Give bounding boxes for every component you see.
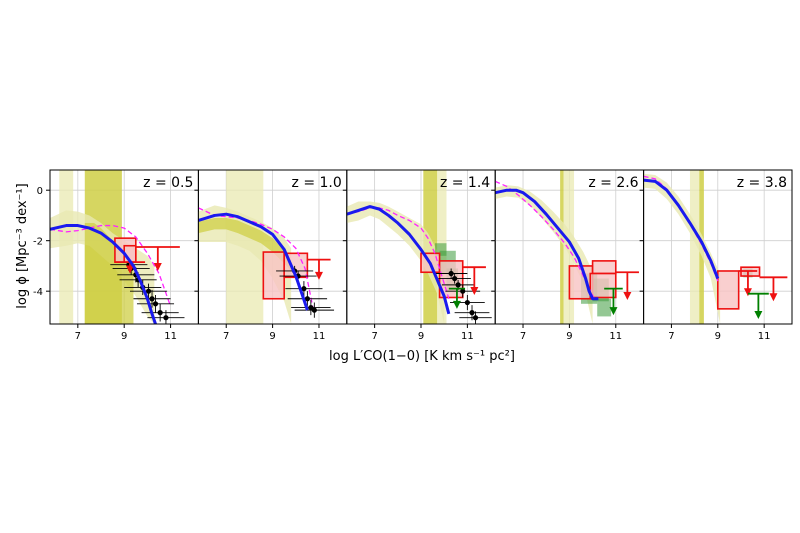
panel-4-plot <box>495 170 644 324</box>
data-point <box>464 299 470 306</box>
upper-limit-arrowhead <box>314 271 323 280</box>
data-point <box>460 288 466 294</box>
data-point <box>304 296 310 302</box>
green-constraint-region <box>434 243 447 256</box>
data-point <box>163 315 169 321</box>
data-point <box>149 296 155 302</box>
upper-limit-arrowhead <box>623 292 632 301</box>
model-line <box>643 178 720 280</box>
model-line <box>346 205 451 315</box>
x-tick-label: 9 <box>121 331 127 342</box>
upper-limit-arrowhead <box>754 310 763 319</box>
y-tick-label: 0 <box>37 186 43 197</box>
upper-limit-arrowhead <box>470 286 479 295</box>
upper-limit-arrowhead <box>609 307 618 316</box>
model-inner-band <box>198 217 292 271</box>
upper-limit-arrowhead <box>743 288 752 297</box>
model-uncertainty-band <box>346 201 445 324</box>
observational-box <box>716 270 740 310</box>
observational-box <box>591 260 617 275</box>
redshift-label: z = 1.0 <box>292 175 342 191</box>
data-point <box>311 307 317 313</box>
upper-limit-arrowhead <box>153 262 162 271</box>
x-tick-label: 7 <box>75 331 81 342</box>
data-point <box>469 310 475 316</box>
model-dashed-line <box>198 207 314 309</box>
data-point <box>452 275 458 282</box>
x-tick-label: 7 <box>668 331 674 342</box>
upper-limit-arrowhead <box>452 300 461 309</box>
x-tick-label: 11 <box>609 331 622 342</box>
upper-limit-arrowhead <box>125 265 134 274</box>
model-uncertainty-band <box>643 173 721 324</box>
x-tick-label: 7 <box>371 331 377 342</box>
model-line <box>198 212 309 311</box>
x-tick-label: 11 <box>313 331 326 342</box>
x-tick-label: 7 <box>223 331 229 342</box>
data-point <box>157 310 163 316</box>
x-axis-label: log L′CO(1−0) [K km s⁻¹ pc²] <box>329 349 515 364</box>
x-tick-label: 9 <box>715 331 721 342</box>
x-tick-label: 9 <box>566 331 572 342</box>
model-uncertainty-band <box>50 210 155 324</box>
data-point <box>145 288 152 294</box>
model-line <box>495 188 599 301</box>
x-tick-label: 9 <box>418 331 424 342</box>
model-dashed-line <box>346 207 450 299</box>
vertical-band <box>560 170 564 324</box>
upper-limit-arrowhead <box>769 293 778 302</box>
panel-5-plot <box>643 170 792 324</box>
panel-1-plot <box>50 170 199 324</box>
vertical-band <box>59 170 74 324</box>
model-dashed-line <box>50 224 172 307</box>
data-point <box>448 270 454 277</box>
vertical-band <box>689 170 700 324</box>
green-constraint-region <box>597 298 612 317</box>
x-tick-label: 11 <box>164 331 177 342</box>
panel-3-plot <box>346 170 496 324</box>
y-axis-label: log ϕ [Mpc⁻³ dex⁻¹] <box>15 183 30 308</box>
redshift-label: z = 1.4 <box>440 175 490 191</box>
data-point <box>301 286 307 292</box>
x-tick-label: 11 <box>758 331 771 342</box>
model-line <box>50 224 157 324</box>
data-point <box>472 315 479 321</box>
observational-box <box>589 272 617 299</box>
panels-group: 7 9 11 0 -2 -4 z = 0.5 7 9 11 z = 1.0 7 9 11 z = 1.4 7 9… <box>33 169 793 342</box>
data-point <box>455 282 461 288</box>
data-point <box>152 301 159 307</box>
x-tick-label: 11 <box>461 331 474 342</box>
y-tick-label: -2 <box>33 237 43 248</box>
x-tick-label: 9 <box>269 331 275 342</box>
redshift-label: z = 3.8 <box>737 175 787 191</box>
redshift-label: z = 0.5 <box>143 175 193 191</box>
x-tick-label: 7 <box>520 331 526 342</box>
y-tick-label: -4 <box>33 287 43 298</box>
observational-box <box>262 251 285 300</box>
panel-2-plot <box>198 170 347 324</box>
model-uncertainty-band <box>198 205 292 324</box>
redshift-label: z = 2.6 <box>588 175 638 191</box>
